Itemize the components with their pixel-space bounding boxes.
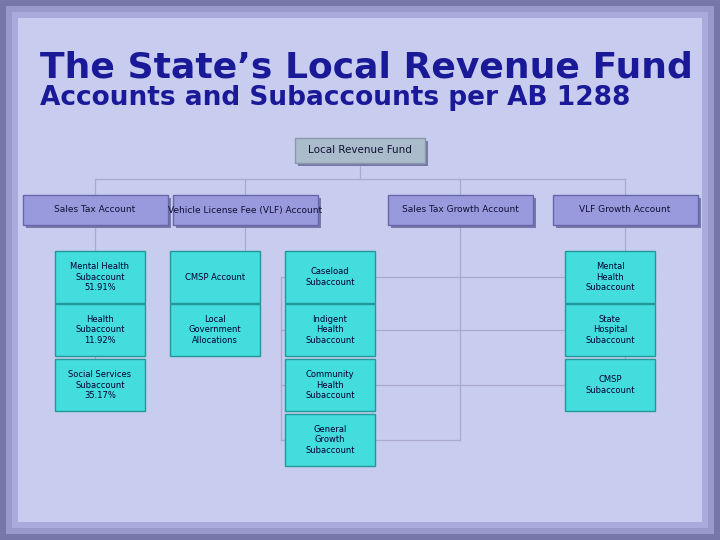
Bar — [285, 304, 375, 356]
Bar — [55, 359, 145, 411]
Text: Sales Tax Growth Account: Sales Tax Growth Account — [402, 206, 518, 214]
Bar — [55, 251, 145, 303]
Text: Social Services
Subaccount
35.17%: Social Services Subaccount 35.17% — [68, 370, 132, 400]
Text: Mental Health
Subaccount
51.91%: Mental Health Subaccount 51.91% — [71, 262, 130, 292]
Bar — [55, 304, 145, 356]
Bar — [390, 198, 536, 228]
Bar — [565, 359, 655, 411]
Text: Indigent
Health
Subaccount: Indigent Health Subaccount — [305, 315, 355, 345]
Bar — [22, 195, 168, 225]
Bar — [170, 304, 260, 356]
Text: CMSP Account: CMSP Account — [185, 273, 245, 281]
Bar — [565, 251, 655, 303]
Bar — [170, 251, 260, 303]
Text: Local
Government
Allocations: Local Government Allocations — [189, 315, 241, 345]
Text: Caseload
Subaccount: Caseload Subaccount — [305, 267, 355, 287]
Bar — [176, 198, 320, 228]
Text: The State’s Local Revenue Fund: The State’s Local Revenue Fund — [40, 50, 693, 84]
Text: Community
Health
Subaccount: Community Health Subaccount — [305, 370, 355, 400]
Bar — [173, 195, 318, 225]
Bar — [552, 195, 698, 225]
Text: General
Growth
Subaccount: General Growth Subaccount — [305, 425, 355, 455]
Text: Local Revenue Fund: Local Revenue Fund — [308, 145, 412, 155]
Bar — [25, 198, 171, 228]
Text: Mental
Health
Subaccount: Mental Health Subaccount — [585, 262, 635, 292]
Text: VLF Growth Account: VLF Growth Account — [580, 206, 671, 214]
Bar — [556, 198, 701, 228]
Bar — [295, 138, 425, 163]
Text: Sales Tax Account: Sales Tax Account — [55, 206, 135, 214]
Text: Health
Subaccount
11.92%: Health Subaccount 11.92% — [76, 315, 125, 345]
Text: Accounts and Subaccounts per AB 1288: Accounts and Subaccounts per AB 1288 — [40, 85, 631, 111]
Text: CMSP
Subaccount: CMSP Subaccount — [585, 375, 635, 395]
Bar — [565, 304, 655, 356]
Bar — [298, 140, 428, 165]
Text: Vehicle License Fee (VLF) Account: Vehicle License Fee (VLF) Account — [168, 206, 322, 214]
Bar — [285, 414, 375, 466]
Bar — [387, 195, 533, 225]
Bar — [285, 359, 375, 411]
Bar — [285, 251, 375, 303]
Text: State
Hospital
Subaccount: State Hospital Subaccount — [585, 315, 635, 345]
